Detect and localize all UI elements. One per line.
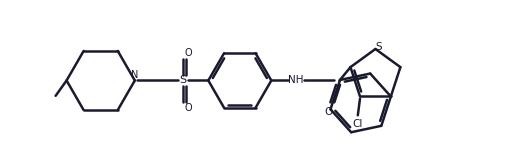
Text: O: O xyxy=(185,48,193,58)
Text: S: S xyxy=(180,76,186,85)
Text: NH: NH xyxy=(288,76,303,85)
Text: O: O xyxy=(324,107,332,117)
Text: Cl: Cl xyxy=(352,119,363,129)
Text: O: O xyxy=(185,103,193,113)
Text: S: S xyxy=(376,42,383,52)
Text: N: N xyxy=(131,70,139,80)
